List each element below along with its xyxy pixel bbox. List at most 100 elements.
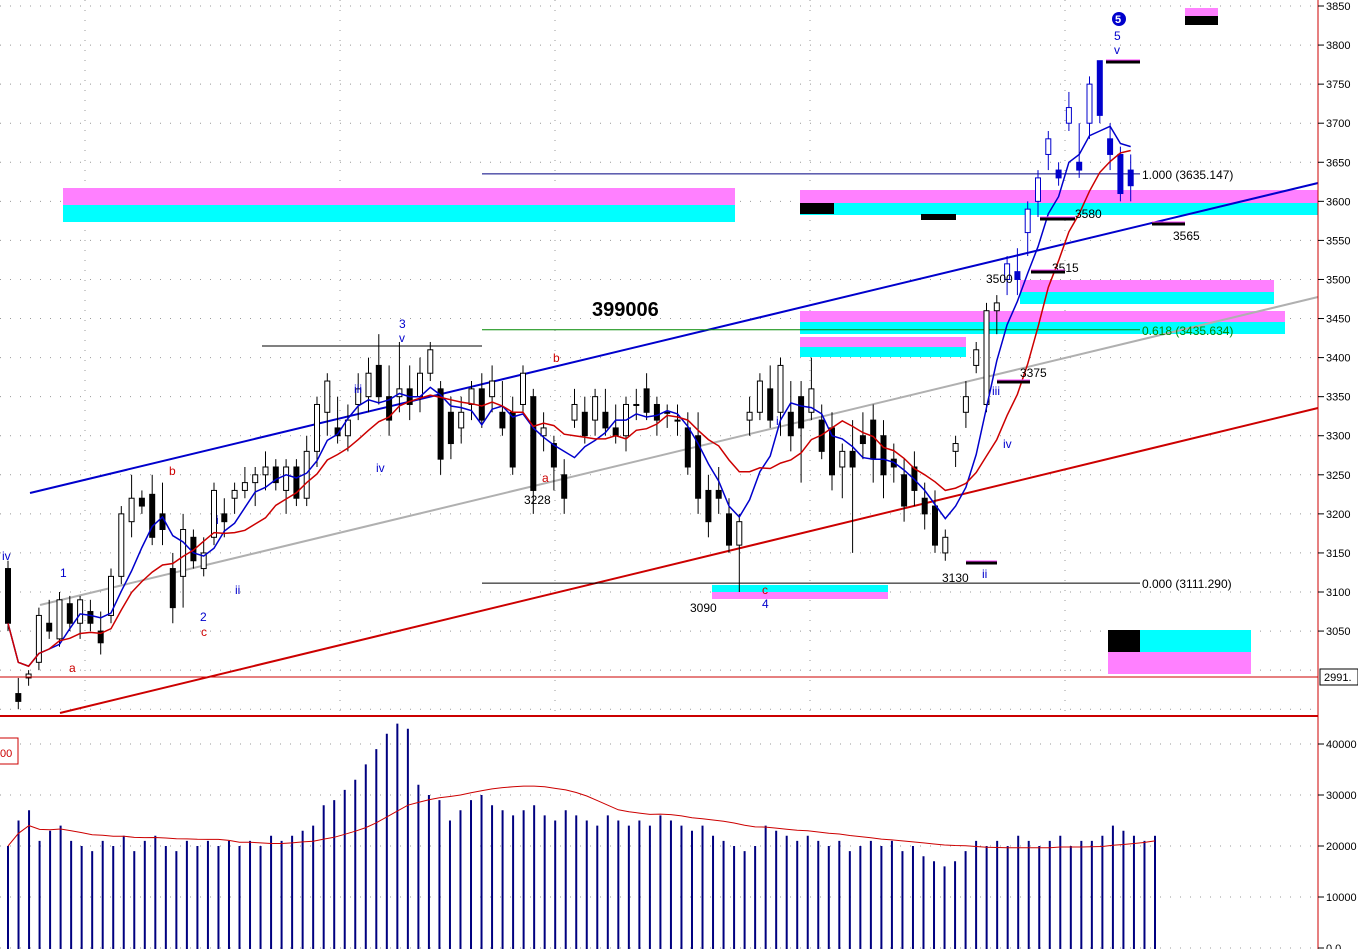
candle — [324, 373, 331, 436]
candle — [973, 341, 980, 374]
target-zone-cyan — [1108, 630, 1251, 652]
resistance-zone-magenta — [63, 188, 735, 205]
candle — [1045, 131, 1052, 171]
candle — [314, 396, 320, 467]
candle — [746, 396, 753, 436]
candle — [293, 459, 300, 507]
candle — [983, 302, 990, 413]
candle — [66, 595, 73, 632]
candle — [1127, 154, 1134, 202]
circled-wave-label: 5 — [1112, 12, 1126, 26]
candle — [787, 381, 794, 452]
candle — [355, 373, 362, 421]
last-price-label: 2991. — [1324, 672, 1352, 684]
price-tick-label: 3400 — [1326, 353, 1350, 365]
candle — [149, 474, 156, 546]
candle — [1117, 146, 1124, 202]
candle — [530, 388, 537, 514]
candle — [489, 365, 496, 413]
candle — [540, 412, 547, 452]
wave-label-blue: iv — [376, 461, 385, 475]
zone-block-black — [921, 214, 956, 220]
lower-channel-line — [59, 407, 1319, 714]
price-tick-label: 3650 — [1326, 157, 1350, 169]
volume-axis: 40000 30000 20000 10000 0.0 — [1318, 739, 1357, 949]
candle — [561, 459, 568, 514]
wave-label-blue: ii — [235, 583, 240, 597]
wave-label-red: a — [69, 661, 76, 675]
price-label: 3228 — [524, 493, 551, 507]
wave-annotations: iv12iii3viiiiv4iiiiivii5vabcabc535803565… — [2, 12, 1200, 675]
candle — [633, 388, 640, 421]
wave-label-blue: ii — [982, 567, 987, 581]
price-label: 3580 — [1075, 207, 1102, 221]
volume-tick-label: 10000 — [1326, 892, 1357, 904]
candle — [334, 396, 341, 444]
price-label: 3500 — [986, 272, 1013, 286]
support-zone-magenta — [712, 592, 888, 599]
price-tick-label: 3300 — [1326, 431, 1350, 443]
candle — [571, 388, 578, 428]
price-label: 3090 — [690, 601, 717, 615]
slow-moving-average — [7, 149, 1131, 668]
price-tick-label: 3700 — [1326, 118, 1350, 130]
candle — [375, 334, 382, 405]
price-tick-label: 3550 — [1326, 235, 1350, 247]
candle — [15, 677, 22, 710]
candle — [726, 498, 732, 553]
candle — [128, 474, 135, 538]
candle — [56, 592, 63, 647]
volume-tick-label: 40000 — [1326, 739, 1357, 751]
candle — [756, 373, 763, 421]
candle — [581, 396, 588, 444]
candle — [1096, 60, 1103, 124]
volume-tick-label: 20000 — [1326, 841, 1357, 853]
zone-block-black — [1185, 16, 1218, 25]
trendlines — [29, 173, 1319, 714]
fast-moving-average — [7, 125, 1131, 668]
support-zone-magenta — [800, 337, 966, 347]
candle — [952, 435, 959, 467]
zone-block-black — [800, 203, 834, 214]
candle — [180, 513, 187, 608]
candle — [344, 404, 351, 452]
support-zone-magenta — [1020, 280, 1274, 292]
volume-bars — [7, 723, 1156, 949]
candle — [1076, 123, 1083, 178]
target-zone-magenta — [1108, 652, 1251, 674]
volume-tick-label: 0.0 — [1326, 943, 1341, 949]
candle — [674, 404, 681, 436]
candle — [1055, 162, 1062, 186]
candle — [1014, 248, 1021, 296]
support-zone-magenta — [800, 311, 1285, 322]
wave-label-red: b — [169, 464, 176, 478]
wave-label-blue: iv — [1003, 437, 1012, 451]
price-tick-label: 3850 — [1326, 1, 1350, 13]
wave-label-red: a — [542, 471, 549, 485]
svg-text:5: 5 — [1115, 14, 1121, 26]
price-tick-label: 3600 — [1326, 196, 1350, 208]
price-label: 3375 — [1020, 366, 1047, 380]
candle — [25, 670, 32, 686]
svg-text:00: 00 — [0, 748, 12, 760]
wave-label-red: c — [201, 625, 207, 639]
price-tick-label: 3250 — [1326, 470, 1350, 482]
candle — [46, 599, 53, 639]
wave-label-red: b — [553, 351, 560, 365]
wave-label-blue: 4 — [762, 597, 769, 611]
candle — [684, 412, 691, 475]
candle — [808, 357, 815, 421]
wave-label-blue: i — [216, 513, 219, 527]
price-tick-label: 3100 — [1326, 587, 1350, 599]
price-label: 3565 — [1173, 229, 1200, 243]
price-axis: 3850 3800 3750 3700 3650 3600 3550 3500 3450 3400… — [1318, 1, 1350, 638]
candle — [767, 365, 774, 428]
support-zone-cyan — [1020, 292, 1274, 304]
candle — [283, 459, 290, 514]
candle — [365, 357, 372, 413]
candle — [859, 412, 866, 460]
price-panel: iv12iii3viiiiv4iiiiivii5vabcabc535803565… — [0, 0, 1319, 715]
wave-label-blue: i — [776, 414, 779, 428]
candle — [643, 373, 650, 421]
candle — [849, 420, 856, 553]
